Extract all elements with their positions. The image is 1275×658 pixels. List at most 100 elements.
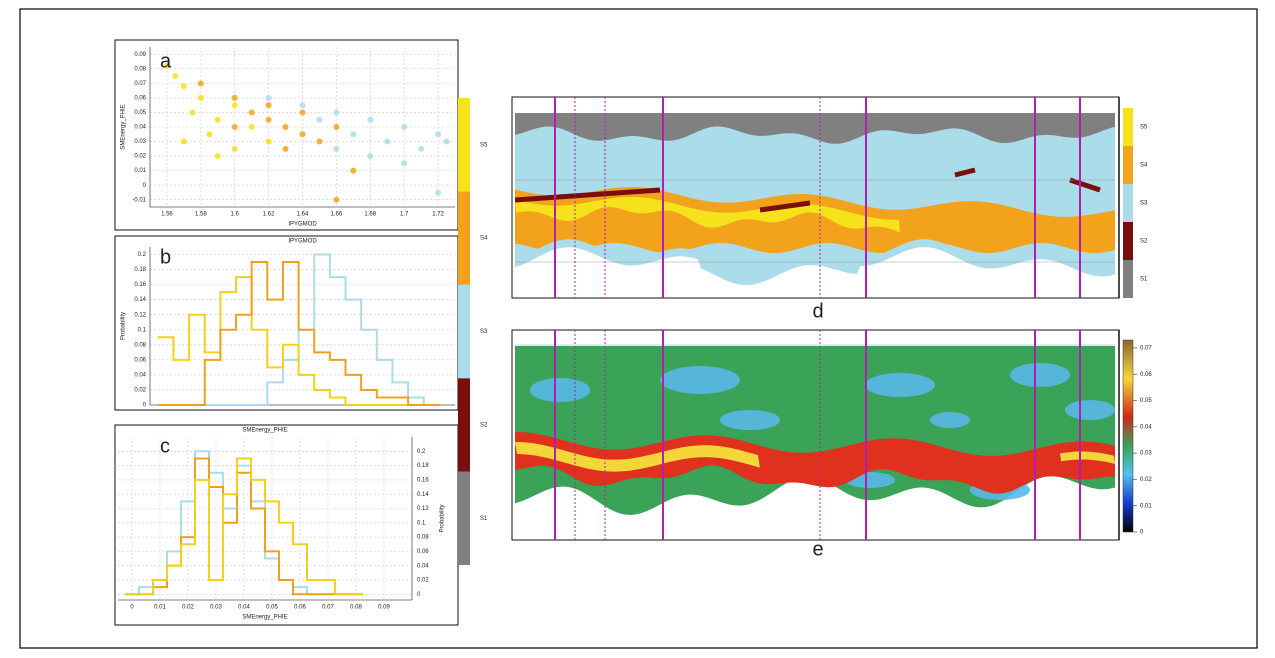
colorbar-label: S5 bbox=[480, 142, 488, 148]
y-tick-label: 0.1 bbox=[417, 520, 426, 526]
panel-frame bbox=[114, 39, 459, 231]
colorbar-segment bbox=[1123, 184, 1133, 222]
scatter-point bbox=[435, 189, 442, 196]
scatter-point bbox=[299, 109, 306, 116]
x-tick-label: 0.09 bbox=[378, 605, 390, 611]
y-tick-label: 0.05 bbox=[134, 110, 146, 116]
scatter-point bbox=[333, 109, 340, 116]
colorbar-tick-label: 0.03 bbox=[1140, 451, 1152, 457]
colorbar-tick-label: 0.05 bbox=[1140, 398, 1152, 404]
low-values bbox=[720, 410, 780, 430]
y-tick-label: 0.03 bbox=[134, 139, 146, 145]
scatter-point bbox=[265, 116, 272, 123]
x-tick-label: 1.64 bbox=[297, 212, 309, 218]
colorbar-label: S1 bbox=[480, 516, 488, 522]
histogram-line bbox=[157, 253, 440, 406]
x-tick-label: 0.02 bbox=[182, 605, 194, 611]
y-tick-label: 0 bbox=[143, 403, 147, 409]
scatter-point bbox=[180, 83, 187, 90]
scatter-point bbox=[189, 109, 196, 116]
histogram-line bbox=[157, 261, 440, 406]
colorbar-label: S5 bbox=[1140, 125, 1148, 131]
x-tick-label: 0.04 bbox=[238, 605, 250, 611]
colorbar-tick-label: 0.07 bbox=[1140, 345, 1152, 351]
scatter-point bbox=[265, 138, 272, 145]
x-tick-label: 0.03 bbox=[210, 605, 222, 611]
y-tick-label: 0.06 bbox=[134, 357, 146, 363]
y-tick-label: 0.04 bbox=[134, 125, 146, 131]
colorbar-label: S1 bbox=[1140, 277, 1148, 283]
y-tick-label: 0.14 bbox=[417, 492, 429, 498]
x-tick-label: 1.6 bbox=[231, 212, 240, 218]
scatter-point bbox=[435, 131, 442, 138]
scatter-point bbox=[197, 80, 204, 87]
scatter-point bbox=[367, 116, 374, 123]
y-tick-label: 0.14 bbox=[134, 297, 146, 303]
high-values bbox=[515, 432, 1115, 494]
facies-s2 bbox=[1069, 177, 1101, 193]
scatter-point bbox=[350, 131, 357, 138]
colorbar-segment bbox=[1123, 222, 1133, 260]
colorbar-tick-label: 0.04 bbox=[1140, 424, 1152, 430]
x-tick-label: 1.68 bbox=[364, 212, 376, 218]
scatter-point bbox=[418, 145, 425, 152]
x-axis-label: IPYGMOD bbox=[288, 222, 317, 228]
y-tick-label: 0.02 bbox=[134, 154, 146, 160]
panel-frame bbox=[114, 424, 459, 626]
figure-frame bbox=[19, 8, 1258, 649]
x-tick-label: 0.01 bbox=[154, 605, 166, 611]
low-values bbox=[1010, 363, 1070, 387]
colorbar-segment bbox=[458, 284, 470, 379]
x-tick-label: 1.66 bbox=[331, 212, 343, 218]
histogram-line bbox=[125, 457, 363, 596]
scatter-point bbox=[401, 160, 408, 167]
scatter-point bbox=[231, 124, 238, 130]
x-tick-label: 0.08 bbox=[350, 605, 362, 611]
colorbar-tick-label: 0.01 bbox=[1140, 503, 1152, 509]
y-axis-label: Probability bbox=[440, 504, 446, 532]
panel-label: a bbox=[160, 50, 172, 72]
scatter-point bbox=[367, 153, 374, 160]
colorbar-segment bbox=[458, 98, 470, 192]
y-tick-label: 0.08 bbox=[134, 342, 146, 348]
y-tick-label: 0.12 bbox=[417, 506, 429, 512]
peak-values bbox=[1060, 451, 1115, 464]
facies-s2 bbox=[514, 187, 661, 203]
histogram-line bbox=[157, 276, 440, 406]
scatter-point bbox=[248, 109, 255, 116]
colorbar-tick-label: 0.06 bbox=[1140, 372, 1152, 378]
y-tick-label: 0.01 bbox=[134, 168, 146, 174]
facies-s2 bbox=[759, 200, 811, 213]
scatter-point bbox=[231, 102, 238, 109]
low-values bbox=[865, 373, 935, 397]
colorbar-label: S3 bbox=[1140, 201, 1148, 207]
y-tick-label: 0.06 bbox=[134, 95, 146, 101]
y-tick-label: 0.2 bbox=[138, 252, 147, 258]
y-tick-label: 0.18 bbox=[134, 267, 146, 273]
colorbar-label: S2 bbox=[1140, 239, 1148, 245]
scatter-point bbox=[401, 124, 408, 130]
y-axis-label: Probability bbox=[121, 312, 127, 340]
y-axis-label: SMEnergy_PHIE bbox=[121, 104, 127, 149]
scatter-point bbox=[214, 116, 221, 123]
scatter-point bbox=[265, 102, 272, 109]
scatter-point bbox=[443, 138, 450, 145]
colorbar bbox=[1122, 339, 1134, 533]
colorbar-tick-label: 0 bbox=[1140, 530, 1144, 536]
scatter-point bbox=[282, 124, 289, 130]
y-tick-label: 0.04 bbox=[417, 563, 429, 569]
colorbar-segment bbox=[458, 378, 470, 472]
scatter-point bbox=[350, 167, 357, 174]
scatter-point bbox=[206, 131, 213, 138]
colorbar-tick-label: 0.02 bbox=[1140, 477, 1152, 483]
x-tick-label: 1.56 bbox=[161, 212, 173, 218]
scatter-point bbox=[316, 116, 323, 123]
scatter-point bbox=[172, 73, 179, 80]
x-tick-label: 1.58 bbox=[195, 212, 207, 218]
panel-title: IPYGMOD bbox=[288, 239, 317, 245]
scatter-point bbox=[231, 145, 238, 152]
low-values bbox=[1065, 400, 1115, 420]
low-values bbox=[930, 412, 970, 428]
scatter-point bbox=[333, 124, 340, 130]
